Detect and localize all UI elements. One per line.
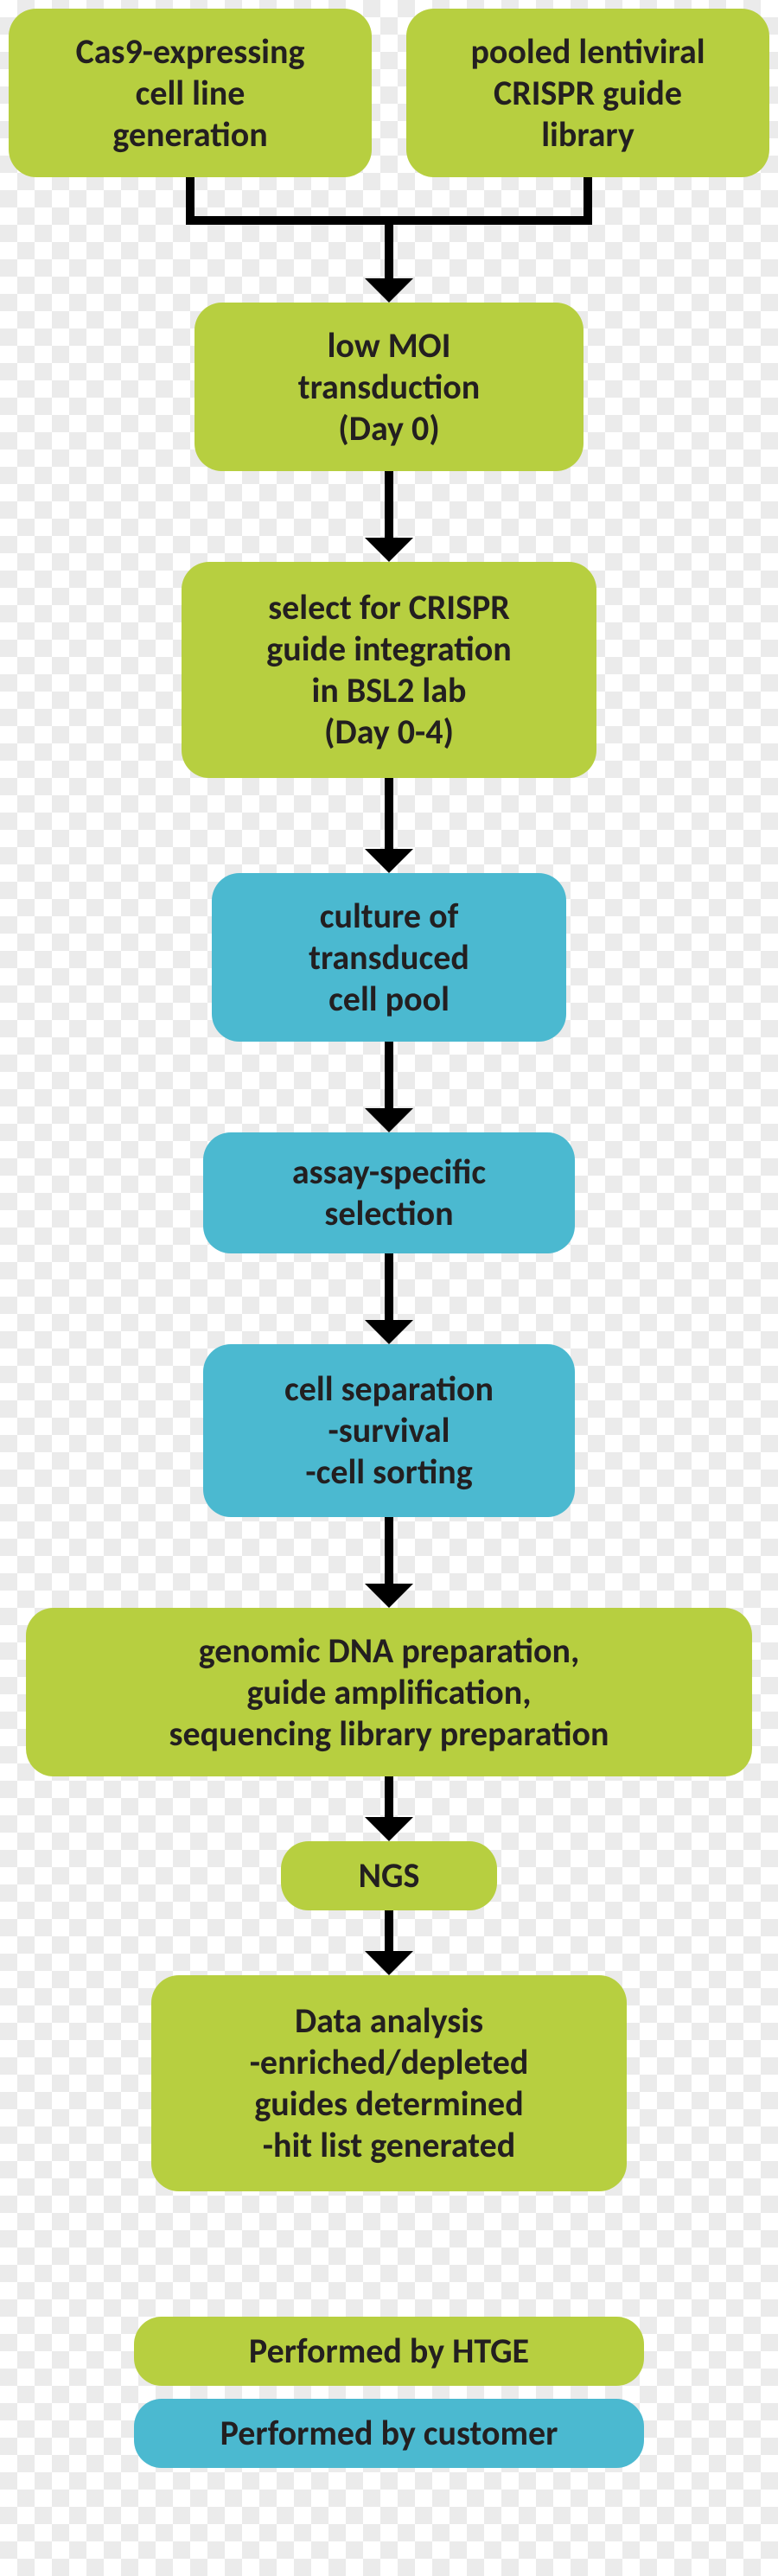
legend-customer: Performed by customer [134,2399,644,2468]
node-text-line: guides determined [254,2083,523,2125]
node-text-line: (Day 0) [338,408,439,450]
node-text-line: guide amplification, [246,1672,531,1713]
node-cell-separation: cell separation-survival-cell sorting [203,1344,575,1517]
node-text-line: cell pool [328,979,450,1020]
node-text-line: in BSL2 lab [312,670,467,711]
node-text-line: selection [324,1193,453,1234]
node-low-moi-transduction: low MOItransduction(Day 0) [194,303,584,471]
node-text-line: low MOI [328,325,451,367]
node-text-line: genomic DNA preparation, [199,1630,580,1672]
node-lentiviral-library: pooled lentiviralCRISPR guidelibrary [406,9,769,177]
node-text-line: select for CRISPR [268,587,510,628]
node-text-line: guide integration [266,628,511,670]
legend-label: Performed by customer [220,2413,558,2454]
node-text-line: -enriched/depleted [250,2042,529,2083]
node-text-line: CRISPR guide [494,73,682,114]
node-text-line: culture of [320,896,458,937]
node-data-analysis: Data analysis-enriched/depletedguides de… [151,1975,627,2191]
node-text-line: cell line [136,73,246,114]
node-text-line: library [541,114,635,156]
legend-label: Performed by HTGE [249,2331,529,2372]
node-text-line: Cas9-expressing [76,31,305,73]
node-ngs: NGS [281,1841,497,1910]
node-text-line: assay-specific [292,1151,486,1193]
node-text-line: pooled lentiviral [470,31,705,73]
node-culture-transduced-pool: culture oftransducedcell pool [212,873,566,1042]
node-genomic-dna-prep: genomic DNA preparation,guide amplificat… [26,1608,752,1776]
node-select-integration: select for CRISPRguide integrationin BSL… [182,562,596,778]
node-text-line: generation [112,114,267,156]
node-text-line: sequencing library preparation [169,1713,609,1755]
node-text-line: Data analysis [295,2000,483,2042]
node-text-line: transduction [298,367,480,408]
node-text-line: -cell sorting [305,1451,472,1493]
node-text-line: (Day 0-4) [324,711,454,753]
node-assay-specific-selection: assay-specificselection [203,1132,575,1253]
node-text-line: cell separation [284,1368,494,1410]
node-text-line: transduced [309,937,469,979]
node-text-line: NGS [359,1855,420,1897]
node-cas9-cell-line: Cas9-expressingcell linegeneration [9,9,372,177]
node-text-line: -survival [328,1410,450,1451]
node-text-line: -hit list generated [263,2125,515,2166]
legend-htge: Performed by HTGE [134,2317,644,2386]
